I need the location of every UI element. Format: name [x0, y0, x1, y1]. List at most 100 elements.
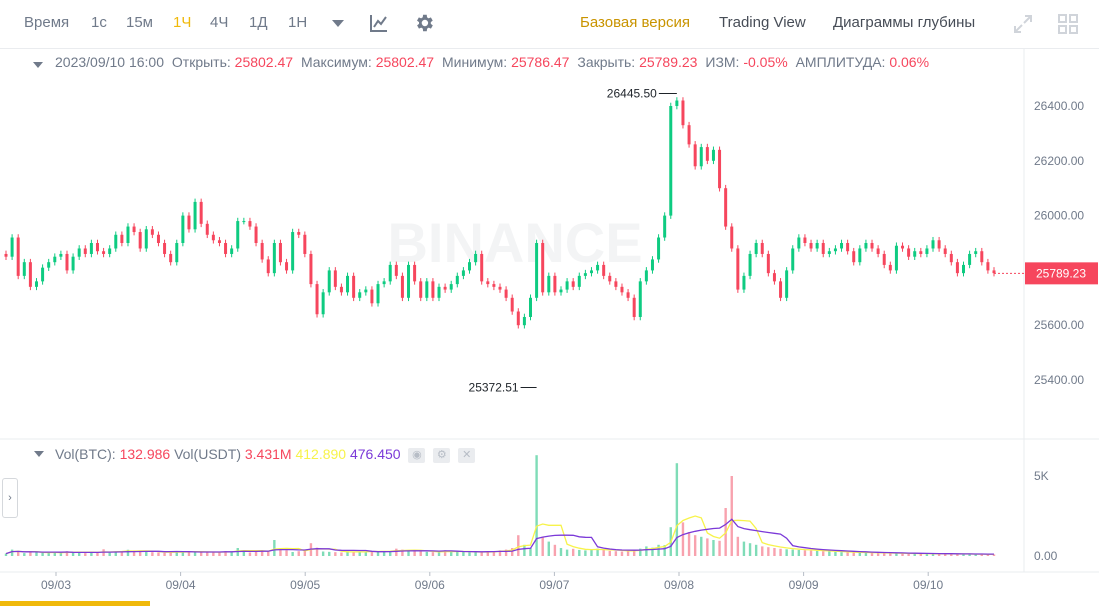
candle-body: [16, 237, 20, 276]
volume-bar: [828, 551, 831, 556]
timeframe-1d[interactable]: 1Д: [249, 14, 268, 31]
volume-bar: [462, 552, 465, 556]
candle-body: [846, 243, 850, 252]
candle-body: [297, 232, 301, 235]
view-basic[interactable]: Базовая версия: [580, 14, 690, 31]
settings-icon[interactable]: ⚙: [433, 447, 451, 463]
volume-bar: [553, 544, 557, 556]
candle-body: [102, 251, 106, 254]
volume-bar: [584, 550, 587, 556]
timeframe-4h[interactable]: 4Ч: [210, 14, 229, 31]
volume-bar: [651, 547, 654, 556]
timeframe-1w[interactable]: 1Н: [288, 14, 308, 31]
volume-bar: [779, 548, 782, 556]
volume-ma-purple-line: [5, 518, 994, 555]
candle-body: [400, 275, 404, 298]
fullscreen-icon[interactable]: [1013, 14, 1033, 34]
volume-bar: [468, 552, 471, 556]
candle-body: [803, 237, 807, 243]
candle-body: [626, 292, 630, 298]
volume-bar: [242, 550, 246, 556]
low-value: 25786.47: [511, 54, 570, 70]
volume-bar: [669, 527, 672, 556]
volume-bar: [248, 552, 252, 556]
volume-bar: [486, 551, 490, 556]
volume-bar: [175, 551, 178, 556]
time-label[interactable]: Время: [24, 14, 70, 31]
volume-bar: [681, 522, 685, 556]
candle-body: [108, 248, 112, 254]
volume-bar: [10, 549, 14, 556]
collapse-volume-icon[interactable]: [34, 451, 44, 457]
volume-bar: [846, 552, 849, 556]
volume-bar: [321, 551, 325, 556]
volume-bar: [456, 551, 459, 556]
x-tick-label: 09/03: [41, 578, 71, 592]
candle-body: [589, 270, 593, 274]
view-depth-chart[interactable]: Диаграммы глубины: [833, 14, 976, 31]
amplitude-value: 0.06%: [889, 54, 930, 70]
candle-body: [827, 251, 831, 254]
candle-body: [736, 248, 740, 290]
gear-icon[interactable]: [413, 12, 435, 34]
candle-body: [346, 275, 350, 293]
vol-usdt-value: 3.431M: [244, 446, 292, 462]
timeframe-15m[interactable]: 15м: [126, 14, 153, 31]
candle-body: [211, 234, 215, 241]
volume-bar: [254, 551, 258, 556]
close-icon[interactable]: ✕: [458, 447, 476, 463]
candle-body: [169, 253, 173, 263]
last-price-badge: [1025, 262, 1098, 285]
volume-bar: [431, 552, 435, 556]
volume-bar: [187, 551, 191, 556]
candle-body: [370, 289, 374, 304]
layout-grid-icon[interactable]: [1057, 13, 1079, 35]
timeframe-1h[interactable]: 1Ч: [173, 14, 192, 31]
candle-body: [821, 243, 825, 254]
side-panel-toggle-icon[interactable]: ›: [2, 478, 18, 518]
volume-legend: Vol(BTC): 132.986 Vol(USDT) 3.431M 412.8…: [55, 446, 476, 463]
candle-body: [193, 201, 197, 230]
volume-bar: [145, 551, 148, 556]
candle-body: [95, 243, 99, 252]
candle-body: [407, 264, 411, 298]
volume-bar: [376, 551, 380, 556]
volume-bar: [602, 549, 605, 556]
candle-body: [443, 286, 447, 290]
candle-body: [955, 262, 959, 274]
volume-bar: [218, 552, 221, 556]
volume-bar: [797, 549, 801, 556]
candle-body: [77, 248, 81, 257]
volume-bar: [858, 552, 862, 556]
collapse-info-icon[interactable]: [33, 62, 43, 68]
volume-bar: [71, 552, 75, 556]
candle-body: [748, 253, 752, 276]
view-trading-view[interactable]: Trading View: [719, 14, 806, 31]
candle-body: [291, 232, 295, 271]
candle-body: [516, 311, 520, 326]
volume-tick-label: 5K: [1034, 469, 1049, 483]
chevron-down-icon[interactable]: [332, 20, 344, 27]
x-tick-label: 09/05: [290, 578, 320, 592]
volume-bar: [541, 536, 544, 556]
volume-bar: [59, 553, 63, 556]
timeframe-1s[interactable]: 1с: [91, 14, 107, 31]
candle-body: [919, 251, 923, 254]
volume-bar: [822, 551, 825, 556]
watermark-text: BINANCE: [387, 211, 642, 274]
candle-body: [181, 215, 185, 243]
volume-bar: [736, 536, 740, 556]
volume-bar: [364, 551, 368, 556]
volume-bar: [224, 551, 227, 556]
volume-bar: [907, 553, 910, 556]
indicator-chart-icon[interactable]: [369, 13, 389, 33]
volume-bar: [559, 548, 563, 556]
price-tick-label: 25600.00: [1034, 318, 1084, 332]
eye-icon[interactable]: ◉: [408, 447, 426, 463]
candle-body: [498, 286, 502, 290]
candle-body: [711, 149, 715, 161]
candle-body: [833, 248, 837, 252]
volume-bar: [578, 549, 581, 556]
volume-bar: [96, 552, 99, 556]
